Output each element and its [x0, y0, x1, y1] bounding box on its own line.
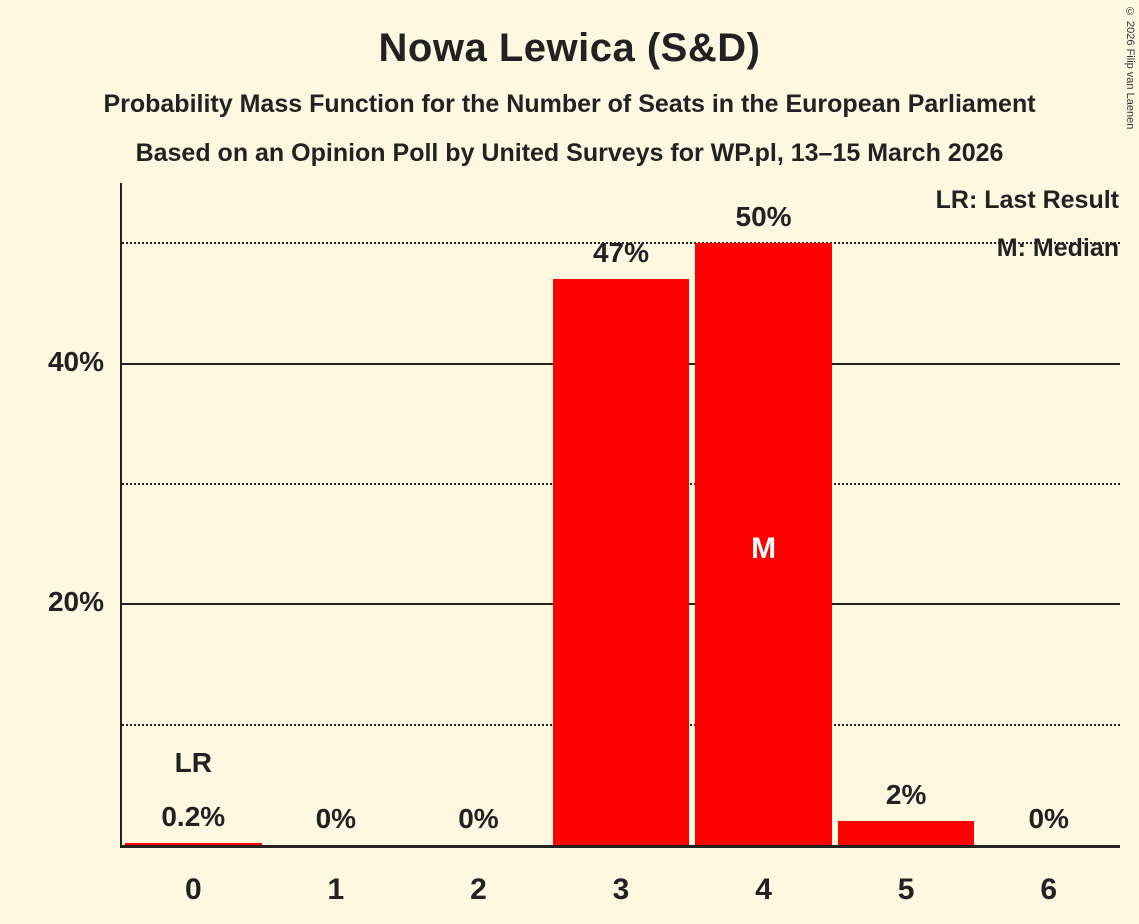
x-axis-tick-label: 0 [184, 873, 202, 906]
bar-value-label: 0.2% [161, 800, 226, 832]
median-label: M [751, 532, 777, 566]
bar [837, 820, 975, 845]
bar-value-label: 0% [1028, 803, 1069, 834]
bar [125, 842, 262, 845]
bar [695, 243, 832, 845]
bar [552, 279, 690, 845]
chart-title: Nowa Lewica (S&D) [378, 26, 761, 70]
chart-subtitle-2: Based on an Opinion Poll by United Surve… [135, 139, 1004, 167]
x-axis-tick-label: 6 [1040, 873, 1058, 906]
legend-median: M: Median [996, 234, 1119, 262]
gridline-dotted [122, 242, 1120, 245]
y-axis-tick-label: 40% [47, 345, 104, 377]
copyright-notice: © 2026 Filip van Laenen [1124, 6, 1136, 130]
legend-last-result: LR: Last Result [935, 186, 1119, 214]
bar-value-label: 0% [315, 803, 357, 834]
bar-value-label: 2% [885, 778, 927, 810]
bar-value-label: 50% [735, 201, 792, 233]
x-axis-tick-label: 5 [897, 873, 915, 906]
last-result-label: LR [174, 746, 212, 778]
x-axis-tick-label: 1 [327, 873, 345, 906]
chart-subtitle-1: Probability Mass Function for the Number… [103, 90, 1036, 118]
x-axis-tick-label: 4 [755, 873, 772, 906]
bar-value-label: 47% [592, 237, 649, 269]
y-axis-tick-label: 20% [47, 586, 104, 618]
x-axis-tick-label: 2 [470, 873, 487, 906]
bar-value-label: 0% [458, 803, 499, 834]
x-axis-tick-label: 3 [612, 873, 630, 906]
plot-area: 20% 40% 0.2% 0 0% 1 0% 2 47% 3 50% 4 2% 5 0% 6 LR M [48, 183, 1120, 906]
